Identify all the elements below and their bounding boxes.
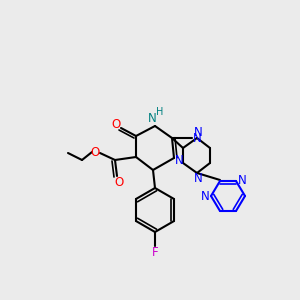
Text: N: N [193, 133, 201, 146]
Text: N: N [194, 172, 202, 185]
Text: N: N [201, 190, 209, 202]
Text: O: O [114, 176, 124, 188]
Text: H: H [156, 107, 164, 117]
Text: O: O [111, 118, 121, 130]
Text: N: N [194, 127, 202, 140]
Text: N: N [175, 154, 183, 166]
Text: N: N [148, 112, 156, 124]
Text: F: F [152, 245, 158, 259]
Text: N: N [238, 175, 246, 188]
Text: O: O [90, 146, 100, 158]
